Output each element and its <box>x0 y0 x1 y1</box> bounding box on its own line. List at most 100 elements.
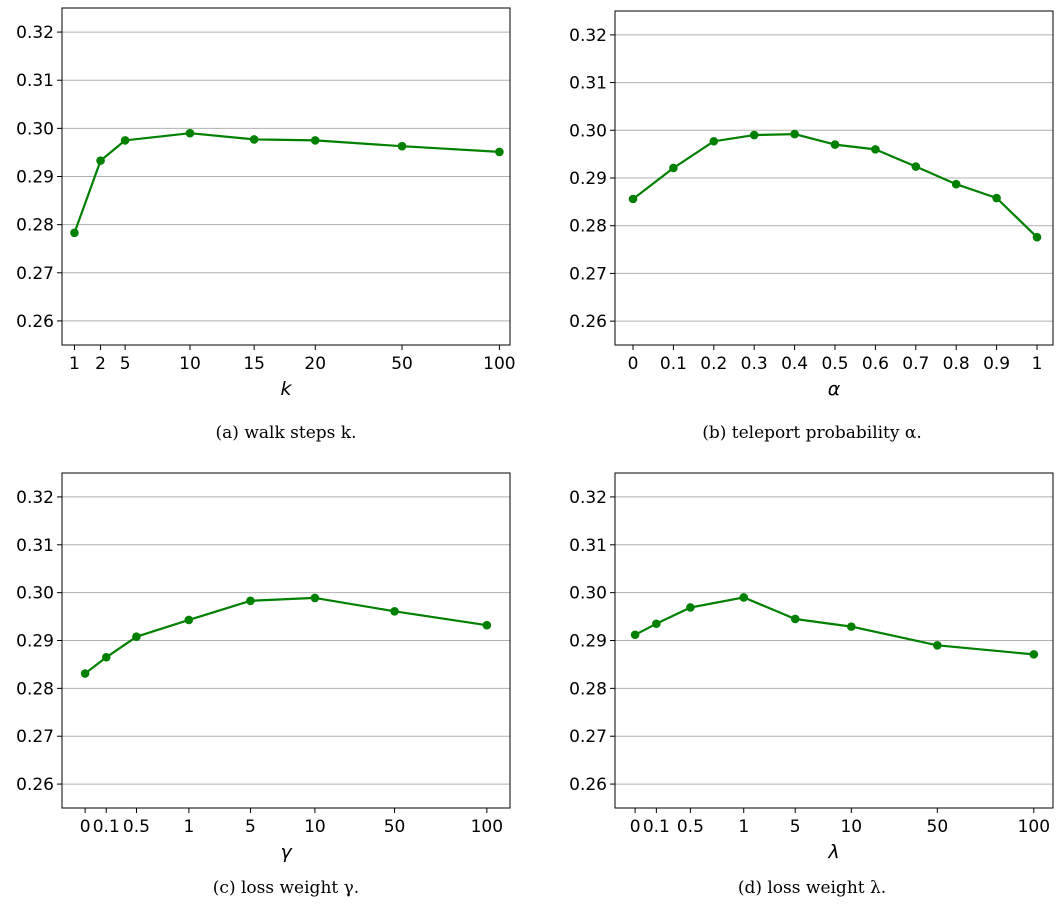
data-point <box>96 156 105 165</box>
y-tick-label: 0.27 <box>569 264 607 284</box>
x-tick-label: 5 <box>245 817 256 837</box>
data-point <box>630 630 640 640</box>
y-tick-label: 0.32 <box>16 23 54 43</box>
y-tick-label: 0.28 <box>569 217 607 237</box>
plot-frame <box>61 7 511 346</box>
plot-frame <box>614 10 1054 346</box>
data-point <box>871 145 880 154</box>
data-point <box>951 179 961 189</box>
y-tick-label: 0.27 <box>569 727 607 747</box>
y-tick-label: 0.30 <box>16 119 54 139</box>
data-point <box>246 596 255 606</box>
y-tick-label: 0.26 <box>569 775 607 795</box>
x-axis-title: α <box>828 378 841 400</box>
data-point <box>1029 650 1039 659</box>
panel-caption: (c) loss weight γ. <box>213 878 359 898</box>
y-tick-label: 0.32 <box>569 488 607 508</box>
y-tick-label: 0.28 <box>569 679 607 699</box>
x-tick-label: 0.1 <box>93 817 120 837</box>
data-point <box>669 163 678 173</box>
y-tick-label: 0.26 <box>16 312 54 332</box>
panel-caption: (a) walk steps k. <box>216 423 357 443</box>
x-tick-label: 0.8 <box>943 354 970 374</box>
data-point <box>185 128 195 138</box>
x-axis-title: γ <box>280 841 293 863</box>
x-tick-label: 1 <box>69 354 80 374</box>
y-tick-label: 0.30 <box>569 121 607 141</box>
y-tick-label: 0.32 <box>569 26 607 46</box>
chart-panel-c: 0.260.270.280.290.300.310.320 0.1 0.5 1 5 10 5… <box>16 472 511 898</box>
data-point <box>249 135 259 144</box>
data-point <box>749 130 759 140</box>
x-tick-label: 100 <box>471 817 503 837</box>
plot-frame <box>614 472 1054 809</box>
x-axis-title: k <box>280 378 292 400</box>
y-tick-label: 0.29 <box>569 169 607 189</box>
data-point <box>1032 232 1042 242</box>
y-tick-label: 0.26 <box>16 775 54 795</box>
chart-panel-d: 0.260.270.280.290.300.310.320 0.1 0.5 1 5 10 5… <box>569 472 1054 898</box>
y-tick-label: 0.31 <box>569 536 607 556</box>
x-tick-label: 10 <box>840 817 862 837</box>
data-point <box>830 140 840 149</box>
data-point <box>790 129 799 139</box>
data-point <box>709 136 719 146</box>
y-tick-label: 0.29 <box>16 168 54 188</box>
series-line <box>632 133 1038 238</box>
x-tick-label: 0.1 <box>643 817 670 837</box>
data-point <box>495 147 504 157</box>
series-line <box>84 596 487 675</box>
x-tick-label: 20 <box>304 354 326 374</box>
panel-caption: (b) teleport probability α. <box>702 423 922 443</box>
data-point <box>628 194 638 204</box>
x-tick-label: 2 <box>95 354 106 374</box>
x-tick-label: 0.5 <box>123 817 150 837</box>
x-tick-label: 0.1 <box>660 354 687 374</box>
data-point <box>739 593 749 602</box>
x-tick-label: 0.2 <box>700 354 727 374</box>
x-tick-label: 0.9 <box>983 354 1010 374</box>
y-tick-label: 0.29 <box>16 632 54 652</box>
data-point <box>911 162 921 171</box>
x-tick-label: 50 <box>391 354 413 374</box>
y-tick-label: 0.29 <box>569 632 607 652</box>
data-point <box>101 652 111 662</box>
x-tick-label: 0 <box>80 817 91 837</box>
x-tick-label: 0.6 <box>862 354 889 374</box>
y-tick-label: 0.28 <box>16 679 54 699</box>
data-point <box>933 640 942 650</box>
x-tick-label: 0 <box>628 354 639 374</box>
data-point <box>686 603 695 612</box>
x-tick-label: 0.5 <box>821 354 848 374</box>
data-point <box>992 193 1001 203</box>
data-point <box>310 136 320 145</box>
y-tick-label: 0.26 <box>569 312 607 332</box>
x-tick-label: 0.4 <box>781 354 808 374</box>
x-axis-title: λ <box>827 841 839 863</box>
y-tick-label: 0.31 <box>569 74 607 94</box>
x-tick-label: 0.3 <box>741 354 768 374</box>
x-tick-label: 1 <box>183 817 194 837</box>
y-tick-label: 0.27 <box>16 264 54 284</box>
data-point <box>80 669 90 678</box>
x-tick-label: 0.7 <box>902 354 929 374</box>
data-point <box>790 614 800 624</box>
x-tick-label: 100 <box>483 354 515 374</box>
chart-panel-b: 0.26 0.27 0.28 0.29 0.30 0.31 0.32 0 0.1 0.2 0.3 0.… <box>569 10 1054 443</box>
y-tick-label: 0.31 <box>16 71 54 91</box>
y-tick-label: 0.30 <box>16 584 54 604</box>
y-tick-label: 0.32 <box>16 488 54 508</box>
x-tick-label: 50 <box>927 817 949 837</box>
y-tick-label: 0.30 <box>569 584 607 604</box>
data-point <box>847 622 856 631</box>
x-tick-label: 0.5 <box>677 817 704 837</box>
plot-frame <box>61 472 511 809</box>
y-tick-label: 0.28 <box>16 216 54 236</box>
y-tick-label: 0.27 <box>16 727 54 747</box>
data-point <box>120 136 130 145</box>
x-tick-label: 1 <box>1032 354 1043 374</box>
x-tick-label: 50 <box>384 817 406 837</box>
series-line <box>73 132 500 234</box>
x-tick-label: 10 <box>179 354 201 374</box>
